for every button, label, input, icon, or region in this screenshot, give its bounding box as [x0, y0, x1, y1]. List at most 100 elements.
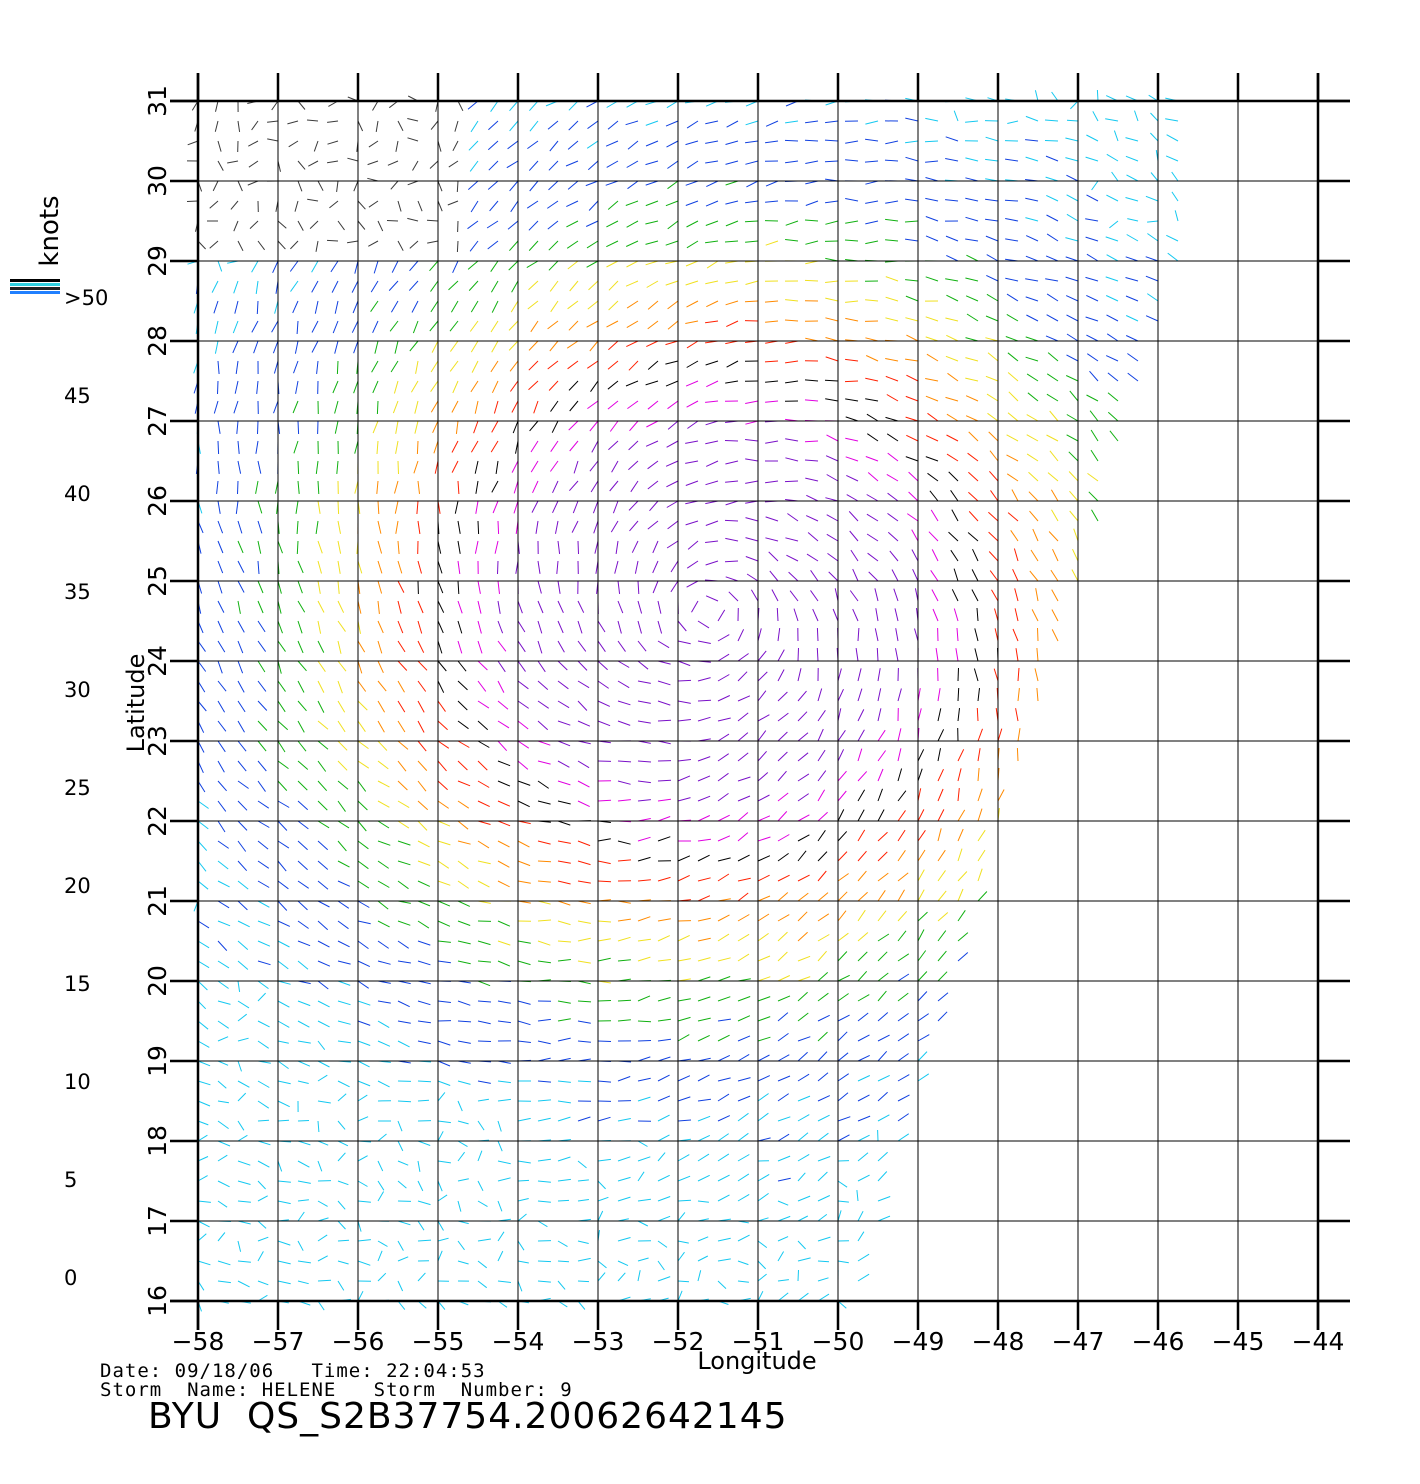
wind-vector [968, 533, 978, 542]
wind-vector [438, 701, 446, 712]
wind-vector [491, 361, 498, 372]
wind-vector [906, 296, 918, 301]
wind-vector [478, 1151, 482, 1161]
wind-vector [938, 769, 944, 781]
wind-vector [687, 421, 698, 429]
wind-vector [798, 1096, 810, 1101]
wind-vector [458, 761, 467, 770]
wind-vector [838, 771, 847, 781]
wind-vector [990, 451, 998, 461]
wind-vector [218, 701, 225, 712]
wind-vector [838, 952, 847, 962]
wind-vector [687, 301, 699, 307]
wind-vector [648, 401, 658, 409]
wind-vector [458, 841, 471, 844]
wind-vector [578, 1281, 589, 1282]
wind-vector [954, 609, 958, 622]
wind-vector [638, 857, 651, 861]
wind-vector [798, 1052, 808, 1061]
wind-vector [678, 1200, 691, 1201]
wind-vector [376, 121, 378, 132]
wind-vector [398, 461, 399, 474]
wind-vector [638, 1157, 650, 1161]
wind-vector [638, 1141, 648, 1147]
wind-vector [518, 1261, 529, 1263]
wind-vector [338, 1281, 344, 1290]
wind-vector [629, 441, 638, 450]
wind-vector [987, 255, 998, 261]
wind-vector [498, 1201, 502, 1211]
wind-vector [450, 341, 458, 352]
wind-vector [898, 830, 905, 841]
wind-vector [438, 821, 450, 826]
wind-vector [1013, 569, 1018, 581]
wind-vector [218, 841, 229, 848]
wind-vector [218, 1001, 231, 1004]
wind-vector [258, 241, 265, 250]
wind-vector [878, 952, 887, 961]
wind-vector [1007, 294, 1018, 301]
wind-vector [378, 821, 389, 828]
wind-vector [886, 297, 898, 301]
wind-vector [1112, 172, 1118, 181]
wind-vector [778, 752, 787, 761]
wind-vector [337, 181, 338, 192]
wind-vector [578, 801, 590, 807]
wind-vector [198, 921, 209, 928]
wind-vector [770, 571, 778, 581]
wind-vector [527, 261, 538, 268]
wind-vector [887, 434, 898, 441]
wind-vector [949, 472, 958, 481]
wind-vector [258, 801, 269, 808]
wind-vector [818, 689, 822, 702]
wind-vector [398, 241, 403, 251]
wind-vector [706, 596, 718, 601]
wind-vector [568, 141, 578, 149]
wind-vector [398, 921, 410, 925]
longitude-tick-label: −46 [1132, 1327, 1185, 1356]
wind-vector [1032, 609, 1038, 621]
wind-vector [218, 821, 225, 832]
wind-vector [578, 1258, 591, 1261]
wind-vector [238, 581, 244, 593]
wind-vector [238, 1093, 246, 1101]
wind-vector [568, 301, 578, 309]
wind-vector [626, 341, 638, 347]
wind-vector [591, 381, 599, 392]
wind-vector [338, 921, 349, 929]
wind-vector [354, 381, 358, 393]
wind-vector [298, 1261, 311, 1263]
wind-vector [510, 101, 519, 111]
wind-vector [318, 861, 328, 870]
wind-vector [698, 1135, 710, 1141]
wind-vector [878, 1115, 889, 1121]
wind-vector [706, 221, 718, 226]
wind-vector [647, 281, 658, 288]
wind-vector [718, 1078, 731, 1081]
wind-vector [825, 318, 838, 321]
wind-vector [798, 691, 807, 701]
wind-vector [558, 721, 570, 725]
latitude-tick-label: 16 [143, 1285, 172, 1317]
wind-vector [308, 161, 318, 166]
wind-vector [418, 521, 420, 534]
wind-vector [638, 837, 651, 841]
wind-vector [238, 561, 244, 573]
wind-vector [827, 435, 839, 441]
wind-vector [468, 261, 478, 269]
wind-vector [578, 541, 579, 554]
wind-vector [589, 201, 598, 211]
wind-vector [398, 741, 408, 749]
wind-vector [618, 1119, 631, 1122]
wind-vector [438, 561, 442, 573]
wind-vector [766, 181, 778, 186]
wind-vector [865, 139, 878, 141]
wind-vector [1026, 256, 1038, 261]
wind-vector [698, 717, 711, 721]
wind-vector [978, 729, 983, 741]
wind-vector [798, 733, 808, 741]
wind-vector [726, 577, 738, 581]
wind-vector [818, 1015, 830, 1021]
wind-vector [858, 1211, 863, 1221]
wind-vector [218, 621, 223, 633]
